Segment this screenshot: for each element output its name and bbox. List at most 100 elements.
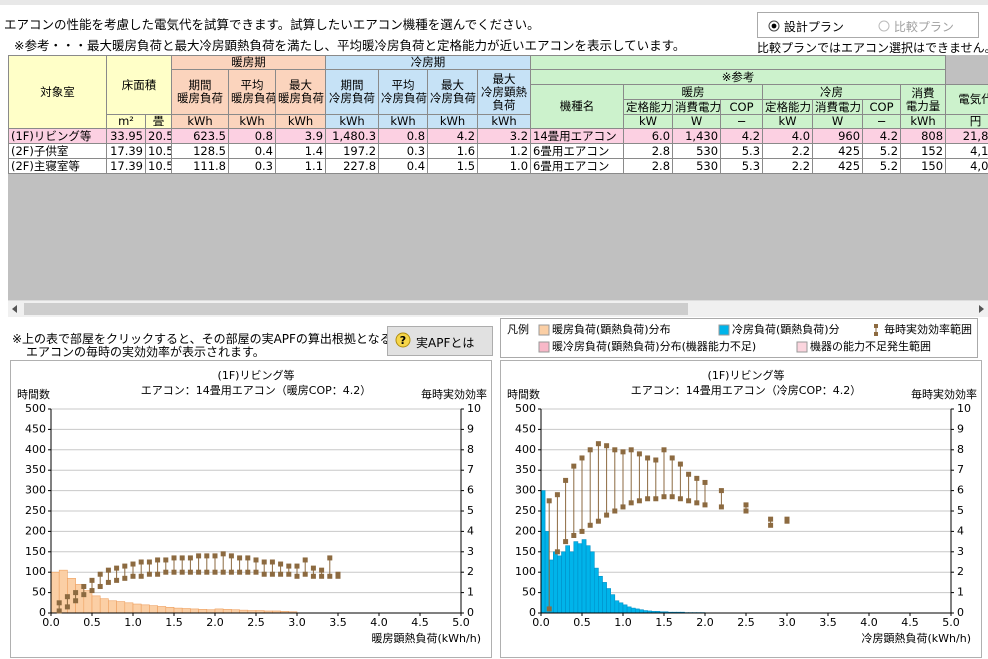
header-cell: ※参考 (530, 69, 947, 85)
y2-tick-label: 4 (467, 524, 474, 537)
table-cell: 5.2 (862, 158, 902, 174)
efficiency-high (138, 559, 144, 565)
header-cell: 電気代 (945, 84, 988, 115)
scroll-thumb[interactable] (24, 303, 688, 315)
efficiency-low (653, 496, 659, 502)
efficiency-high (554, 492, 560, 498)
efficiency-high (327, 555, 333, 561)
histogram-bar (548, 559, 554, 614)
scrollbar-graphic (12, 303, 984, 315)
efficiency-high (653, 457, 659, 463)
y2-axis-label: 毎時実効効率 (421, 387, 487, 401)
radio-compare[interactable]: 比較プラン (878, 18, 954, 35)
header-row: m² 畳 kWh kWh kWh kWh kWh kWh kWh kW W − kW W − kWh 円 (9, 114, 988, 129)
header-cell: kWh (900, 114, 947, 129)
efficiency-low (302, 571, 308, 577)
histogram-bar (589, 551, 595, 614)
table-cell: 0.4 (228, 143, 276, 159)
efficiency-low (179, 569, 185, 575)
x-tick-label: 3.0 (778, 616, 796, 629)
y-tick-label: 400 (515, 443, 536, 456)
header-cell: 最大 冷房顕熱 負荷 (477, 69, 532, 115)
y-tick-label: 100 (515, 565, 536, 578)
efficiency-high (253, 557, 259, 563)
table-cell: 197.2 (325, 143, 380, 159)
x-tick-label: 5.0 (452, 616, 470, 629)
header-row: 期間 暖房負荷 平均 暖房負荷 最大 暖房負荷 期間 冷房負荷 平均 冷房負荷 最大 冷房負荷 最大 冷房… (9, 69, 988, 115)
y-tick-label: 450 (515, 422, 536, 435)
histogram-bar (618, 602, 624, 614)
header-cell (530, 55, 947, 70)
table-cell: 2.8 (623, 158, 674, 174)
table-cell: 4,111 (945, 143, 988, 159)
efficiency-low (89, 588, 95, 594)
x-tick-label: 3.5 (819, 616, 837, 629)
y-tick-label: 300 (25, 484, 46, 497)
y2-tick-label: 9 (467, 422, 474, 435)
efficiency-high (335, 571, 341, 577)
room-row[interactable]: (1F)リビング等 33.95 20.5 623.5 0.8 3.9 1,480.3 0.8 4… (8, 128, 988, 144)
header-cell: 期間 暖房負荷 (171, 69, 229, 115)
x-tick-label: 2.0 (206, 616, 224, 629)
efficiency-high (56, 600, 62, 606)
histogram-bar (198, 609, 208, 614)
header-cell: 円 (945, 114, 988, 129)
table-cell: 6畳用エアコン (530, 158, 625, 174)
icon-glyph: ? (400, 334, 406, 347)
efficiency-low (171, 569, 177, 575)
efficiency-low (97, 583, 103, 589)
header-cell: kWh (171, 114, 229, 129)
header-cell: 冷房 (762, 84, 902, 100)
efficiency-low (261, 571, 267, 577)
table-cell: 17.39 (106, 158, 146, 174)
table-cell: 128.5 (171, 143, 229, 159)
radio-design[interactable]: 設計プラン (768, 18, 844, 35)
efficiency-low (768, 522, 774, 528)
efficiency-high (645, 455, 651, 461)
table-cell: 4.2 (862, 128, 902, 144)
y2-tick-label: 8 (467, 443, 474, 456)
y-axis-label: 時間数 (17, 388, 50, 401)
legend-range-icon (874, 332, 878, 336)
header-line: 最大 (289, 78, 313, 92)
efficiency-high (718, 488, 724, 494)
legend-swatch (718, 324, 730, 336)
click-note: ※上の表で部屋をクリックすると、その部屋の実APFの算出根拠となる (12, 332, 392, 346)
histogram-bar (157, 606, 167, 614)
efficiency-low (661, 494, 667, 500)
table-cell: (2F)子供室 (8, 143, 107, 159)
y2-tick-label: 3 (957, 545, 964, 558)
table-cell: 6.0 (623, 128, 674, 144)
header-cell: 暖房期 (170, 55, 327, 70)
y-axis-label: 時間数 (507, 388, 540, 401)
histogram-bar (540, 490, 546, 614)
apf-button[interactable]: ? 実APFとは (387, 326, 493, 356)
efficiency-high (571, 463, 577, 469)
y-tick-label: 250 (515, 504, 536, 517)
y-tick-label: 0 (529, 606, 536, 619)
header-cell: COP (720, 99, 764, 115)
histogram-bar (214, 608, 224, 614)
efficiency-low (220, 569, 226, 575)
efficiency-high (64, 594, 70, 600)
histogram-bar (614, 600, 620, 614)
room-row[interactable]: (2F)子供室 17.39 10.5 128.5 0.4 1.4 197.2 0.3 1.6 1.… (8, 143, 988, 159)
table-cell: 3.2 (477, 128, 532, 144)
x-tick-label: 1.5 (655, 616, 673, 629)
efficiency-low (294, 573, 300, 579)
table-cell: 1.1 (274, 158, 327, 174)
legend-label: 毎時実効効率範囲 (884, 322, 972, 336)
x-tick-label: 1.5 (165, 616, 183, 629)
table-cell: 0.3 (378, 143, 429, 159)
heating-chart-panel: (1F)リビング等 エアコン：14畳用エアコン（暖房COP：4.2） 時間数 毎時実効… (10, 360, 492, 658)
room-row[interactable]: (2F)主寝室等 17.39 10.5 111.8 0.3 1.1 227.8 0.4 1.5 1… (8, 158, 988, 174)
horizontal-scrollbar[interactable] (8, 300, 988, 317)
room-table: 対象室 床面積 暖房期 冷房期 期間 暖房負荷 平均 暖房負荷 最大 暖房負荷 期間 冷房負荷 平均 冷房… (8, 55, 988, 174)
header-line: 冷房負荷 (329, 91, 376, 105)
x-axis-label: 暖房顕熱負荷(kWh/h) (372, 632, 481, 645)
header-line: 期間 (188, 78, 212, 92)
header-cell: 機種名 (530, 84, 625, 129)
y-tick-label: 50 (32, 586, 46, 599)
efficiency-high (604, 443, 610, 449)
